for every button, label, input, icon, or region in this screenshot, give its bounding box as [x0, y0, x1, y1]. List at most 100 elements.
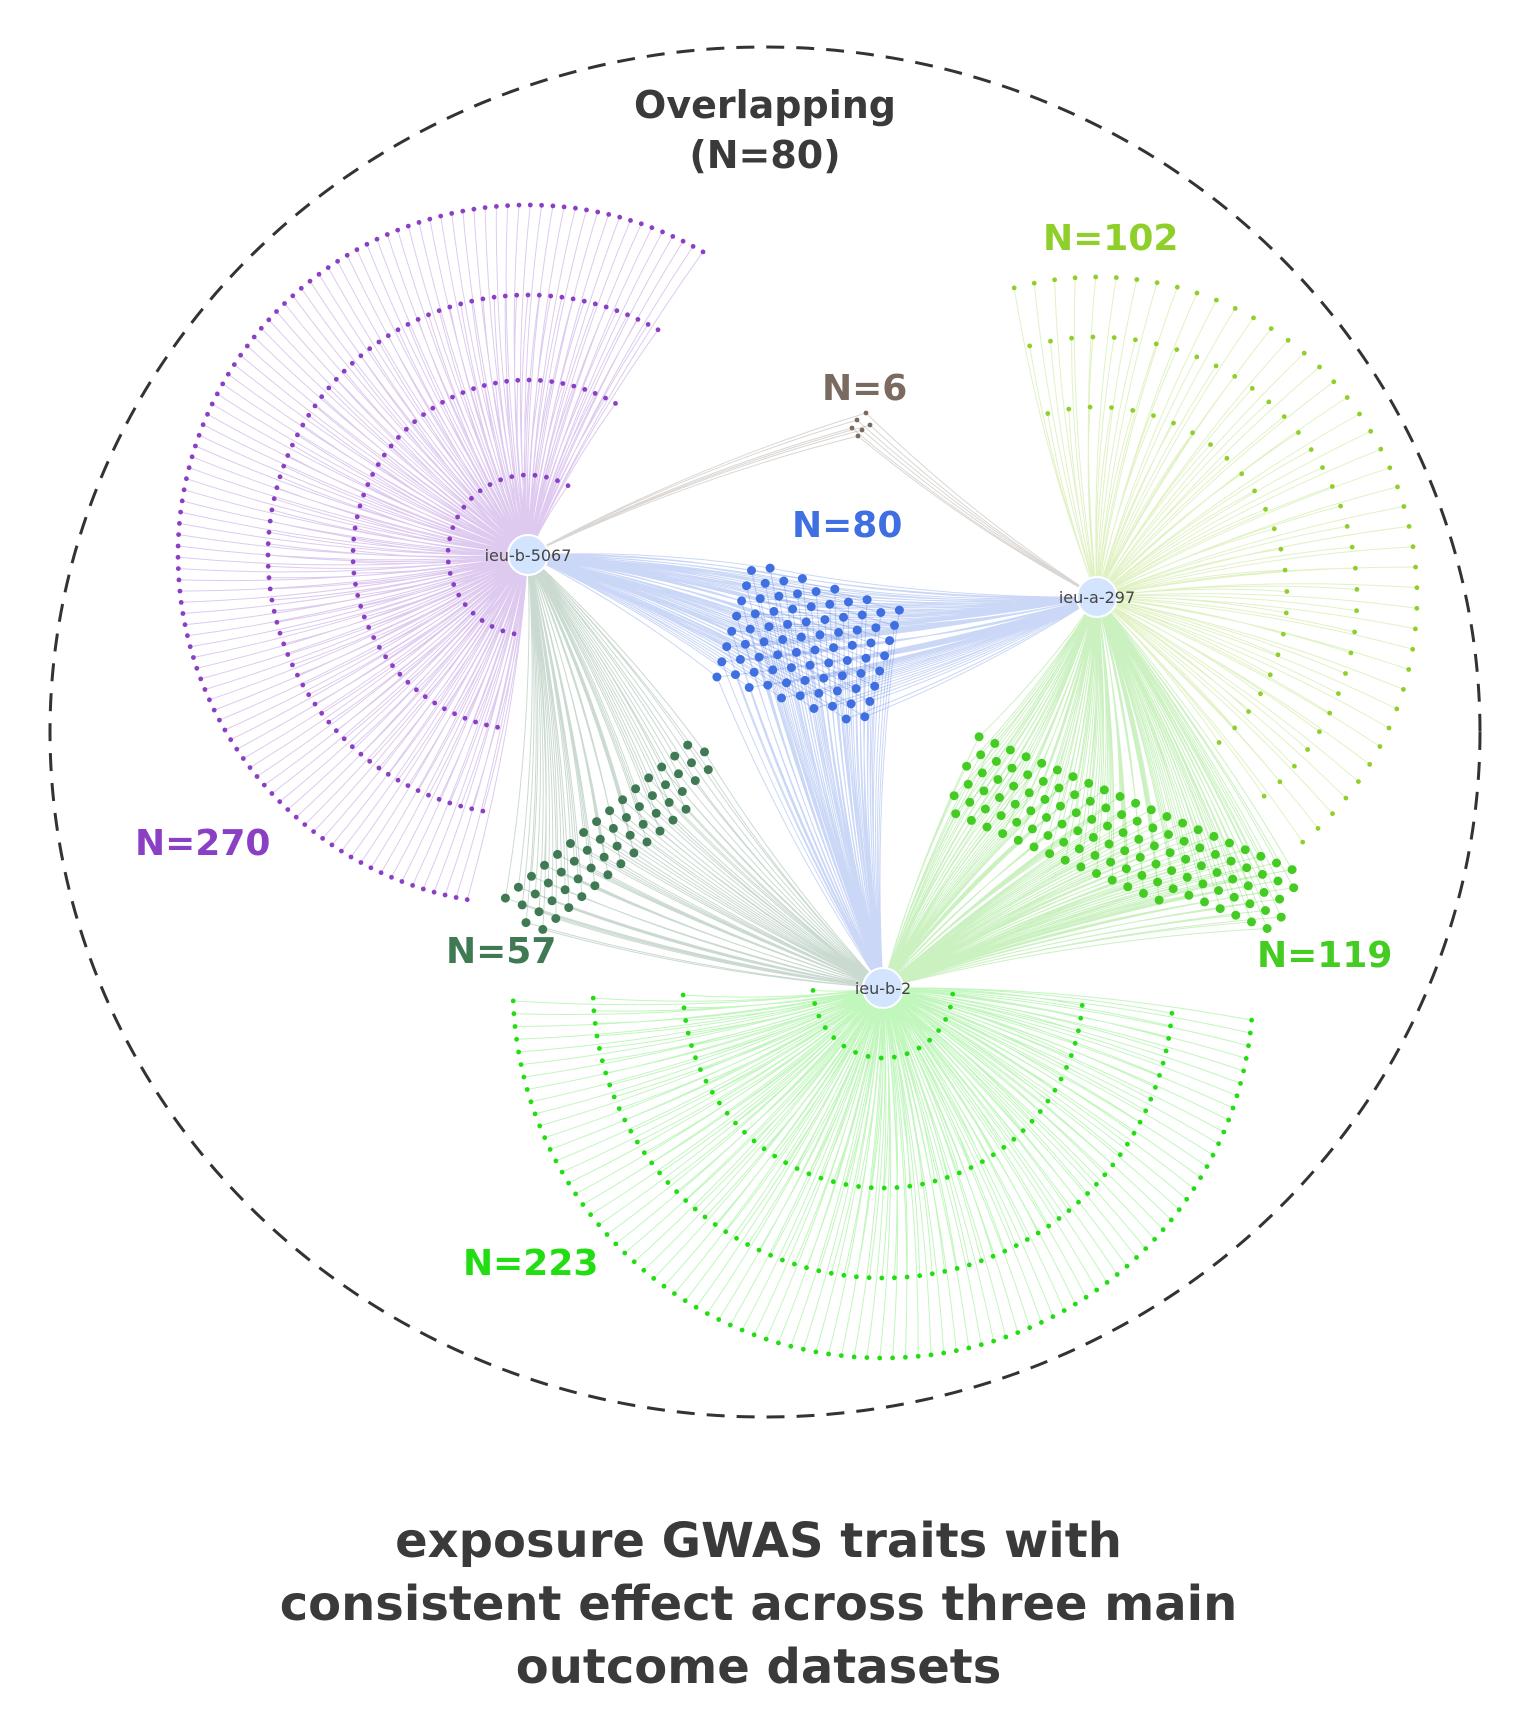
node-lime[interactable] — [1011, 285, 1017, 291]
node-brightgreen[interactable] — [1204, 1164, 1210, 1169]
node-purple[interactable] — [550, 203, 556, 209]
node-green[interactable] — [1010, 799, 1020, 809]
node-purple[interactable] — [312, 701, 318, 707]
node-lime[interactable] — [1329, 484, 1335, 489]
node-brightgreen[interactable] — [1078, 1015, 1084, 1021]
node-brightgreen[interactable] — [1046, 1223, 1052, 1229]
node-green[interactable] — [1027, 824, 1037, 834]
node-purple[interactable] — [555, 478, 560, 484]
node-darkgreen[interactable] — [547, 896, 557, 906]
node-purple[interactable] — [353, 581, 358, 587]
node-blue[interactable] — [742, 581, 751, 591]
node-lime[interactable] — [1268, 326, 1274, 331]
node-brightgreen[interactable] — [702, 1214, 708, 1220]
node-brightgreen[interactable] — [978, 1258, 984, 1264]
node-darkgreen[interactable] — [703, 765, 713, 775]
node-brightgreen[interactable] — [1035, 1230, 1041, 1236]
node-lime[interactable] — [1377, 744, 1383, 749]
node-brightgreen[interactable] — [879, 1275, 885, 1281]
node-purple[interactable] — [285, 652, 291, 657]
node-darkgreen[interactable] — [700, 747, 709, 757]
node-darkgreen[interactable] — [657, 762, 667, 772]
node-purple[interactable] — [442, 892, 448, 898]
node-lime[interactable] — [1190, 430, 1195, 436]
node-purple[interactable] — [453, 895, 459, 900]
node-purple[interactable] — [415, 317, 421, 322]
node-blue[interactable] — [768, 665, 778, 675]
node-purple[interactable] — [326, 719, 332, 725]
node-darkgreen[interactable] — [683, 740, 693, 750]
node-brightgreen[interactable] — [599, 1058, 605, 1064]
node-green[interactable] — [1257, 869, 1267, 879]
node-lime[interactable] — [1208, 442, 1213, 447]
node-brightgreen[interactable] — [841, 1043, 847, 1049]
node-brightgreen[interactable] — [816, 1013, 822, 1019]
node-blue[interactable] — [820, 615, 830, 625]
node-brightgreen[interactable] — [1045, 1098, 1051, 1104]
node-purple[interactable] — [375, 462, 381, 467]
node-darkgreen[interactable] — [513, 882, 523, 892]
node-lime[interactable] — [1153, 341, 1159, 347]
node-lime[interactable] — [1367, 762, 1373, 767]
node-green[interactable] — [1021, 752, 1031, 762]
node-purple[interactable] — [561, 204, 567, 210]
node-purple[interactable] — [625, 312, 630, 318]
node-purple[interactable] — [277, 474, 283, 480]
node-green[interactable] — [1245, 899, 1255, 909]
node-lime[interactable] — [1263, 506, 1268, 512]
node-blue[interactable] — [791, 647, 801, 657]
node-purple[interactable] — [487, 482, 493, 487]
node-green[interactable] — [976, 750, 986, 760]
node-blue[interactable] — [814, 688, 824, 698]
node-brightgreen[interactable] — [890, 1355, 895, 1361]
node-brightgreen[interactable] — [877, 1355, 883, 1361]
node-brightgreen[interactable] — [631, 1259, 637, 1265]
node-lime[interactable] — [1251, 315, 1256, 321]
node-blue[interactable] — [732, 611, 742, 621]
node-brightgreen[interactable] — [1083, 1294, 1089, 1300]
node-green[interactable] — [1210, 849, 1220, 859]
node-brightgreen[interactable] — [794, 1166, 800, 1171]
node-purple[interactable] — [559, 294, 565, 300]
node-green[interactable] — [1289, 883, 1299, 893]
node-brightgreen[interactable] — [657, 1170, 662, 1176]
node-darkgreen[interactable] — [644, 773, 654, 783]
node-brightgreen[interactable] — [683, 1198, 689, 1203]
node-brightgreen[interactable] — [1243, 1056, 1249, 1061]
node-lime[interactable] — [1284, 589, 1290, 594]
node-darkgreen[interactable] — [625, 830, 635, 840]
node-purple[interactable] — [447, 571, 453, 576]
node-purple[interactable] — [178, 509, 184, 515]
node-purple[interactable] — [311, 829, 316, 834]
node-lime[interactable] — [1027, 343, 1033, 349]
node-brightgreen[interactable] — [1011, 1136, 1017, 1142]
node-blue[interactable] — [712, 672, 722, 682]
node-darkgreen[interactable] — [612, 841, 622, 851]
node-purple[interactable] — [358, 751, 364, 757]
node-darkgreen[interactable] — [631, 784, 641, 794]
node-green[interactable] — [1121, 864, 1131, 874]
node-green[interactable] — [1023, 770, 1033, 780]
node-blue[interactable] — [777, 693, 786, 703]
node-purple[interactable] — [700, 249, 706, 255]
node-darkgreen[interactable] — [521, 918, 531, 928]
node-brightgreen[interactable] — [868, 1185, 874, 1191]
node-purple[interactable] — [254, 774, 260, 779]
node-lime[interactable] — [1378, 446, 1384, 452]
node-darkgreen[interactable] — [629, 848, 639, 858]
node-brightgreen[interactable] — [929, 1271, 935, 1277]
node-purple[interactable] — [603, 304, 609, 310]
node-green[interactable] — [1276, 912, 1286, 922]
node-blue[interactable] — [737, 596, 747, 606]
node-green[interactable] — [1118, 828, 1128, 838]
node-darkgreen[interactable] — [681, 804, 691, 814]
node-green[interactable] — [1038, 776, 1048, 786]
node-purple[interactable] — [358, 353, 364, 359]
node-purple[interactable] — [469, 298, 475, 304]
node-brightgreen[interactable] — [841, 1272, 847, 1278]
node-purple[interactable] — [306, 692, 312, 698]
node-green[interactable] — [1090, 850, 1100, 860]
node-green[interactable] — [1287, 865, 1297, 875]
node-lime[interactable] — [1194, 354, 1200, 360]
node-lime[interactable] — [1069, 335, 1074, 341]
